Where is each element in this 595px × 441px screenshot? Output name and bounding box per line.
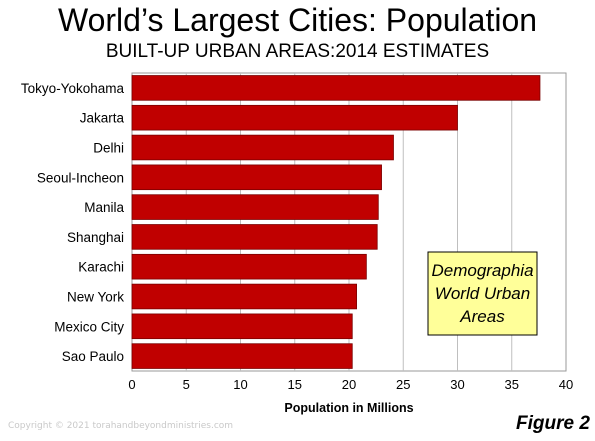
category-label: Delhi (93, 141, 124, 156)
category-label: Manila (84, 200, 124, 215)
annotation-box: Demographia World Urban Areas (427, 251, 538, 336)
category-label: Sao Paulo (62, 349, 124, 364)
copyright-notice: Copyright © 2021 torahandbeyondministrie… (8, 421, 234, 431)
annotation-line-1: Demographia (431, 261, 533, 280)
chart-title: World’s Largest Cities: Population (57, 2, 538, 38)
category-label: Tokyo-Yokohama (21, 81, 125, 96)
bar (131, 224, 378, 250)
category-label: Shanghai (67, 230, 124, 245)
bar (131, 343, 353, 369)
annotation-line-2: World Urban (435, 284, 530, 303)
bar (131, 104, 458, 131)
category-label: Jakarta (80, 111, 125, 126)
bar (131, 75, 541, 101)
bar (131, 164, 382, 191)
x-tick-label: 0 (128, 377, 135, 392)
figure-label: Figure 2 (516, 413, 590, 434)
x-tick-label: 35 (505, 377, 519, 392)
bar (131, 313, 353, 340)
category-labels: Tokyo-Yokohama Jakarta Delhi Seoul-Incheon M… (21, 81, 125, 364)
annotation-background (427, 251, 538, 336)
bar (131, 283, 357, 310)
x-tick-label: 15 (288, 377, 302, 392)
bars (131, 75, 541, 369)
x-tick-labels: 0 5 10 15 20 25 30 35 40 (128, 377, 573, 392)
category-label: New York (67, 290, 124, 305)
annotation-line-3: Areas (459, 307, 505, 326)
x-tick-label: 10 (233, 377, 247, 392)
x-tick-label: 25 (396, 377, 410, 392)
category-label: Seoul-Incheon (37, 170, 124, 185)
bar (131, 134, 394, 161)
chart-subtitle: BUILT-UP URBAN AREAS:2014 ESTIMATES (105, 41, 490, 62)
x-tick-label: 30 (450, 377, 464, 392)
x-tick-label: 20 (342, 377, 356, 392)
x-axis-label: Population in Millions (284, 401, 413, 415)
x-tick-label: 5 (183, 377, 190, 392)
x-tick-label: 40 (559, 377, 573, 392)
bar (131, 253, 367, 280)
category-label: Mexico City (54, 319, 124, 334)
bar (131, 194, 379, 220)
category-label: Karachi (78, 260, 124, 275)
